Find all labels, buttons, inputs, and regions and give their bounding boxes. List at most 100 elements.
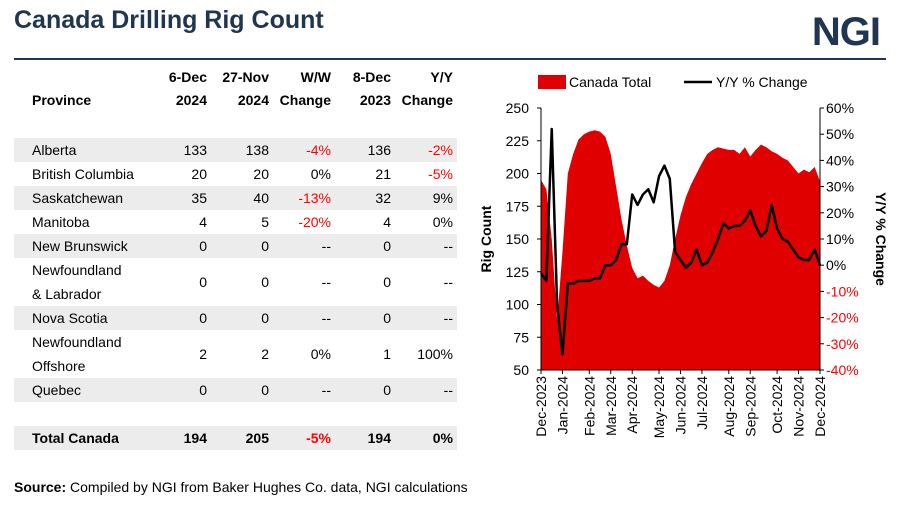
table-row: Manitoba 4 5 -20% 4 0% [14, 210, 457, 234]
total-cell: 194 [367, 430, 391, 446]
x-tick-label: Jun-2024 [673, 376, 689, 435]
value-cell: 9% [432, 190, 453, 206]
x-tick-label: Dec-2024 [812, 376, 828, 437]
table-row: Saskatchewan 35 40 -13% 32 9% [14, 186, 457, 210]
value-cell: -5% [428, 166, 453, 182]
value-cell: 4 [383, 214, 391, 230]
column-header-line: Y/Y [430, 69, 453, 85]
province-cell: Manitoba [14, 210, 154, 234]
column-header-line: 2024 [237, 92, 269, 108]
x-tick-label: Dec-2023 [533, 376, 549, 437]
value-cell: -- [321, 382, 331, 398]
y2-tick-label: 50% [826, 126, 854, 142]
table-row: Nova Scotia 0 0 -- 0 -- [14, 306, 457, 330]
province-cell: Saskatchewan [14, 186, 154, 210]
y-tick-label: 150 [506, 231, 530, 247]
y-tick-label: 50 [513, 362, 529, 378]
table-row: Quebec 0 0 -- 0 -- [14, 378, 457, 402]
y2-tick-label: 10% [826, 231, 854, 247]
y2-tick-label: 0% [826, 257, 846, 273]
value-cell: 5 [261, 214, 269, 230]
province-line: & Labrador [32, 286, 102, 302]
value-cell: 40 [253, 190, 269, 206]
value-cell: 32 [375, 190, 391, 206]
total-cell: 194 [183, 430, 207, 446]
total-cell: -5% [306, 430, 331, 446]
province-cell: Alberta [14, 138, 154, 162]
column-header-line: 27-Nov [222, 69, 269, 85]
value-cell: -- [443, 274, 453, 290]
value-cell: 0 [261, 238, 269, 254]
total-cell: 0% [432, 430, 453, 446]
legend-label: Y/Y % Change [716, 74, 808, 90]
column-header: 6-Dec 2024 [154, 66, 211, 138]
title: Canada Drilling Rig Count [14, 6, 324, 34]
province-cell: Quebec [14, 378, 154, 402]
legend-swatch [538, 75, 566, 89]
area [541, 130, 820, 370]
y-tick-label: 175 [506, 198, 530, 214]
y2-tick-label: 60% [826, 100, 854, 116]
province-line: Newfoundland [32, 262, 122, 278]
table-row: New Brunswick 0 0 -- 0 -- [14, 234, 457, 258]
column-header: Province [14, 66, 154, 138]
province-line: Newfoundland [32, 334, 122, 350]
value-cell: 0 [261, 274, 269, 290]
value-cell: 100% [417, 346, 453, 362]
column-header-line: Province [32, 92, 92, 108]
column-header-line: 8-Dec [352, 69, 391, 85]
province-line: Manitoba [32, 214, 90, 230]
x-tick-label: Jan-2024 [554, 376, 570, 435]
value-cell: 0 [199, 382, 207, 398]
column-header-line: Change [401, 92, 453, 108]
header-row: Province 6-Dec 2024 27-Nov 2024 W/W Change 8-De… [14, 66, 457, 138]
value-cell: 21 [375, 166, 391, 182]
x-tick-label: Apr-2024 [624, 376, 640, 434]
province-cell: Newfoundland & Labrador [14, 258, 154, 306]
column-header-line: Change [279, 92, 331, 108]
value-cell: 138 [245, 142, 269, 158]
column-header: 27-Nov 2024 [211, 66, 273, 138]
province-line: New Brunswick [32, 238, 128, 254]
province-line: Offshore [32, 358, 86, 374]
source-text: Compiled by NGI from Baker Hughes Co. da… [70, 479, 468, 495]
value-cell: 0% [310, 346, 331, 362]
table-row: British Columbia 20 20 0% 21 -5% [14, 162, 457, 186]
column-header-line: 2023 [359, 92, 391, 108]
value-cell: 133 [183, 142, 207, 158]
source-label: Source: [14, 479, 67, 495]
rig-table: Province 6-Dec 2024 27-Nov 2024 W/W Change 8-De… [14, 66, 457, 450]
value-cell: 20 [191, 166, 207, 182]
table-body: Alberta 133 138 -4% 136 -2% British Columbia 20… [14, 138, 457, 450]
y2-tick-label: 20% [826, 205, 854, 221]
value-cell: 0 [383, 238, 391, 254]
value-cell: 0 [199, 274, 207, 290]
x-tick-label: May-2024 [651, 376, 667, 438]
value-cell: -- [321, 274, 331, 290]
header-rule [14, 58, 886, 60]
legend-label: Canada Total [569, 74, 651, 90]
x-tick-label: Aug-2024 [721, 376, 737, 437]
province-cell: British Columbia [14, 162, 154, 186]
total-label: Total Canada [32, 430, 119, 446]
y-tick-label: 125 [506, 264, 530, 280]
y2-tick-label: -30% [826, 336, 859, 352]
y-tick-label: 100 [506, 297, 530, 313]
value-cell: 4 [199, 214, 207, 230]
table-header: Province 6-Dec 2024 27-Nov 2024 W/W Change 8-De… [14, 66, 457, 138]
value-cell: -13% [298, 190, 331, 206]
value-cell: -- [443, 238, 453, 254]
table-row: Newfoundland & Labrador 0 0 -- 0 -- [14, 258, 457, 306]
y2-tick-label: -10% [826, 283, 859, 299]
column-header: 8-Dec 2023 [335, 66, 395, 138]
y2-axis-title: Y/Y % Change [873, 192, 889, 286]
y-tick-label: 75 [513, 329, 529, 345]
column-header-line: 6-Dec [168, 69, 207, 85]
column-header: W/W Change [273, 66, 335, 138]
province-cell: Newfoundland Offshore [14, 330, 154, 378]
province-line: Alberta [32, 142, 77, 158]
province-line: British Columbia [32, 166, 134, 182]
value-cell: -2% [428, 142, 453, 158]
x-tick-label: Nov-2024 [791, 376, 807, 437]
